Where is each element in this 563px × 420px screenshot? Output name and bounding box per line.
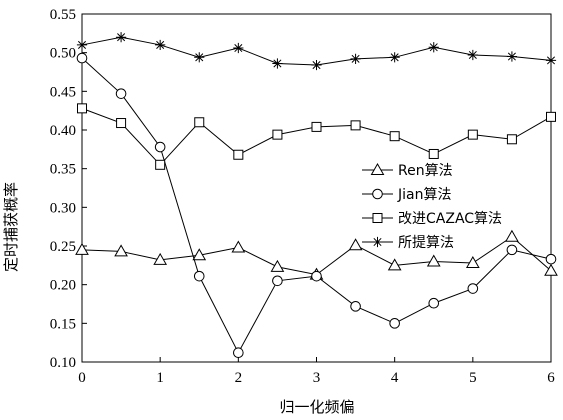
data-point-star bbox=[155, 39, 166, 51]
data-point-star bbox=[194, 52, 205, 63]
data-point-square bbox=[194, 117, 205, 128]
data-point-circle bbox=[428, 297, 440, 309]
legend-marker-square bbox=[372, 213, 383, 223]
data-point-circle bbox=[193, 270, 205, 282]
series-layer bbox=[75, 32, 558, 359]
y-tick-label: 0.20 bbox=[50, 278, 76, 294]
series-circle bbox=[76, 52, 557, 359]
data-point-star bbox=[350, 53, 361, 64]
series-line bbox=[81, 57, 552, 354]
data-point-square bbox=[272, 129, 283, 140]
legend-marker-star bbox=[372, 236, 383, 248]
x-tick-label: 3 bbox=[313, 370, 321, 386]
data-point-triangle bbox=[505, 229, 519, 242]
data-point-triangle bbox=[153, 252, 168, 265]
legend-label: 改进CAZAC算法 bbox=[398, 211, 502, 227]
legend-entry: Jian算法 bbox=[362, 187, 451, 203]
x-tick-label: 6 bbox=[547, 370, 555, 386]
y-tick-label: 0.55 bbox=[50, 7, 76, 23]
y-tick-label: 0.40 bbox=[50, 123, 76, 139]
legend-label: Jian算法 bbox=[397, 187, 451, 203]
data-point-square bbox=[546, 111, 556, 122]
data-point-circle bbox=[545, 253, 557, 265]
data-point-circle bbox=[389, 318, 400, 329]
data-point-square bbox=[77, 103, 87, 114]
data-point-triangle bbox=[270, 259, 285, 272]
legend-label: Ren算法 bbox=[398, 163, 453, 179]
legend-entry: 所提算法 bbox=[362, 235, 454, 251]
axes: 0 1 2 3 4 5 6 0.10 0.15 0.20 0.25 0.30 0.35 0.40 0.45 0… bbox=[50, 7, 556, 386]
y-tick-label: 0.15 bbox=[50, 316, 76, 332]
data-point-star bbox=[428, 42, 439, 53]
data-point-circle bbox=[467, 283, 479, 294]
legend-marker-circle bbox=[372, 188, 383, 200]
data-point-star bbox=[311, 59, 322, 71]
data-point-circle bbox=[311, 270, 322, 282]
data-point-circle bbox=[350, 301, 361, 312]
data-point-square bbox=[155, 159, 166, 170]
data-point-square bbox=[467, 129, 478, 140]
data-point-circle bbox=[233, 347, 244, 359]
x-tick-label: 5 bbox=[469, 370, 477, 386]
data-point-square bbox=[506, 134, 517, 145]
data-point-square bbox=[350, 120, 361, 131]
data-point-circle bbox=[115, 88, 127, 99]
legend-entry: Ren算法 bbox=[362, 162, 453, 179]
data-point-triangle bbox=[348, 238, 363, 251]
x-tick-label: 4 bbox=[391, 370, 399, 386]
data-point-triangle bbox=[192, 248, 207, 261]
data-point-star bbox=[76, 39, 88, 51]
x-tick-label: 2 bbox=[235, 370, 243, 386]
data-point-square bbox=[389, 131, 400, 142]
legend-label: 所提算法 bbox=[398, 235, 454, 251]
data-point-star bbox=[233, 42, 244, 54]
data-point-triangle bbox=[426, 254, 441, 267]
y-tick-label: 0.45 bbox=[50, 84, 76, 100]
legend-marker-triangle bbox=[370, 162, 385, 175]
data-point-circle bbox=[272, 275, 283, 287]
data-point-circle bbox=[506, 244, 518, 256]
data-point-star bbox=[389, 52, 400, 63]
data-point-star bbox=[115, 32, 127, 43]
legend-entry: 改进CAZAC算法 bbox=[362, 211, 502, 227]
x-tick-label: 0 bbox=[78, 370, 86, 386]
data-point-star bbox=[506, 51, 518, 62]
data-point-circle bbox=[76, 52, 88, 64]
data-point-triangle bbox=[75, 242, 89, 255]
data-point-star bbox=[545, 55, 557, 66]
data-point-star bbox=[467, 49, 478, 61]
x-tick-label: 1 bbox=[156, 370, 164, 386]
data-point-triangle bbox=[465, 256, 480, 269]
series-square bbox=[77, 103, 556, 170]
data-point-square bbox=[116, 118, 127, 129]
data-point-square bbox=[428, 148, 439, 159]
data-point-square bbox=[311, 121, 322, 132]
data-point-triangle bbox=[114, 244, 128, 257]
series-star bbox=[76, 32, 557, 71]
y-axis-label: 定时捕获概率 bbox=[2, 182, 20, 272]
data-point-triangle bbox=[544, 263, 558, 276]
data-point-circle bbox=[154, 141, 166, 153]
data-point-triangle bbox=[231, 240, 246, 253]
y-tick-label: 0.10 bbox=[50, 355, 76, 371]
data-point-square bbox=[233, 149, 244, 160]
data-point-triangle bbox=[387, 258, 402, 271]
data-point-star bbox=[272, 58, 283, 69]
y-tick-label: 0.25 bbox=[50, 239, 76, 255]
y-tick-label: 0.35 bbox=[50, 162, 76, 178]
x-axis-label: 归一化频偏 bbox=[279, 398, 354, 416]
y-tick-label: 0.50 bbox=[50, 46, 76, 62]
y-tick-label: 0.30 bbox=[50, 200, 76, 216]
